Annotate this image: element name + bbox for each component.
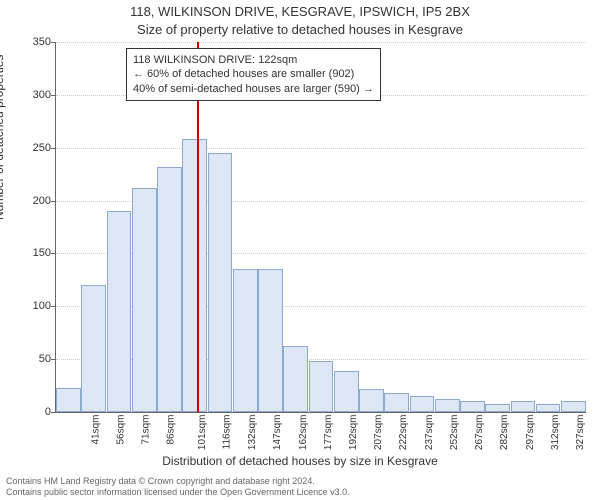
xtick-label: 132sqm [247, 415, 258, 451]
histogram-bar [258, 269, 283, 412]
histogram-bar [233, 269, 258, 412]
footer-line1: Contains HM Land Registry data © Crown c… [6, 476, 350, 487]
annotation-line1: 118 WILKINSON DRIVE: 122sqm [133, 53, 374, 67]
histogram-bar [561, 401, 586, 412]
ytick-mark [51, 306, 56, 307]
histogram-bar [334, 371, 359, 412]
chart-title-line1: 118, WILKINSON DRIVE, KESGRAVE, IPSWICH,… [0, 4, 600, 19]
xtick-label: 267sqm [474, 415, 485, 451]
xtick-label: 252sqm [449, 415, 460, 451]
xtick-label: 86sqm [166, 415, 177, 445]
ytick-label: 150 [21, 247, 51, 259]
xtick-label: 282sqm [500, 415, 511, 451]
xtick-label: 41sqm [90, 415, 101, 445]
histogram-bar [359, 389, 384, 412]
ytick-label: 50 [21, 353, 51, 365]
xtick-label: 71sqm [141, 415, 152, 445]
annotation-box: 118 WILKINSON DRIVE: 122sqm ← 60% of det… [126, 48, 381, 101]
ytick-mark [51, 42, 56, 43]
histogram-bar [460, 401, 485, 412]
histogram-bar [107, 211, 132, 412]
ytick-label: 0 [21, 406, 51, 418]
xtick-label: 192sqm [348, 415, 359, 451]
gridline [56, 148, 586, 150]
x-axis-label: Distribution of detached houses by size … [0, 454, 600, 468]
xtick-label: 177sqm [323, 415, 334, 451]
histogram-bar [410, 396, 435, 412]
histogram-bar [536, 404, 561, 412]
histogram-bar [56, 388, 81, 412]
ytick-label: 350 [21, 36, 51, 48]
xtick-label: 207sqm [373, 415, 384, 451]
xtick-label: 147sqm [272, 415, 283, 451]
xtick-label: 237sqm [424, 415, 435, 451]
plot-area: 05010015020025030035041sqm56sqm71sqm86sq… [55, 42, 586, 413]
histogram-bar [208, 153, 233, 412]
histogram-bar [384, 393, 409, 412]
histogram-bar [283, 346, 308, 412]
ytick-label: 250 [21, 142, 51, 154]
xtick-label: 327sqm [575, 415, 586, 451]
xtick-label: 312sqm [550, 415, 561, 451]
xtick-label: 222sqm [399, 415, 410, 451]
histogram-bar [309, 361, 334, 412]
xtick-label: 162sqm [298, 415, 309, 451]
histogram-bar [81, 285, 106, 412]
chart-title-line2: Size of property relative to detached ho… [0, 22, 600, 37]
xtick-label: 101sqm [197, 415, 208, 451]
annotation-line3: 40% of semi-detached houses are larger (… [133, 82, 374, 96]
ytick-mark [51, 412, 56, 413]
histogram-bar [511, 401, 536, 412]
gridline [56, 42, 586, 44]
ytick-mark [51, 95, 56, 96]
ytick-mark [51, 201, 56, 202]
ytick-label: 100 [21, 300, 51, 312]
histogram-bar [435, 399, 460, 412]
y-axis-label: Number of detached properties [0, 55, 6, 220]
xtick-label: 116sqm [221, 415, 232, 450]
ytick-mark [51, 359, 56, 360]
xtick-label: 297sqm [525, 415, 536, 451]
histogram-bar [132, 188, 157, 412]
ytick-mark [51, 253, 56, 254]
footer-attribution: Contains HM Land Registry data © Crown c… [6, 476, 350, 498]
ytick-label: 200 [21, 195, 51, 207]
xtick-label: 56sqm [115, 415, 126, 445]
histogram-bar [157, 167, 182, 412]
footer-line2: Contains public sector information licen… [6, 487, 350, 498]
ytick-mark [51, 148, 56, 149]
histogram-bar [182, 139, 207, 412]
histogram-bar [485, 404, 510, 412]
ytick-label: 300 [21, 89, 51, 101]
annotation-line2: ← 60% of detached houses are smaller (90… [133, 67, 374, 81]
